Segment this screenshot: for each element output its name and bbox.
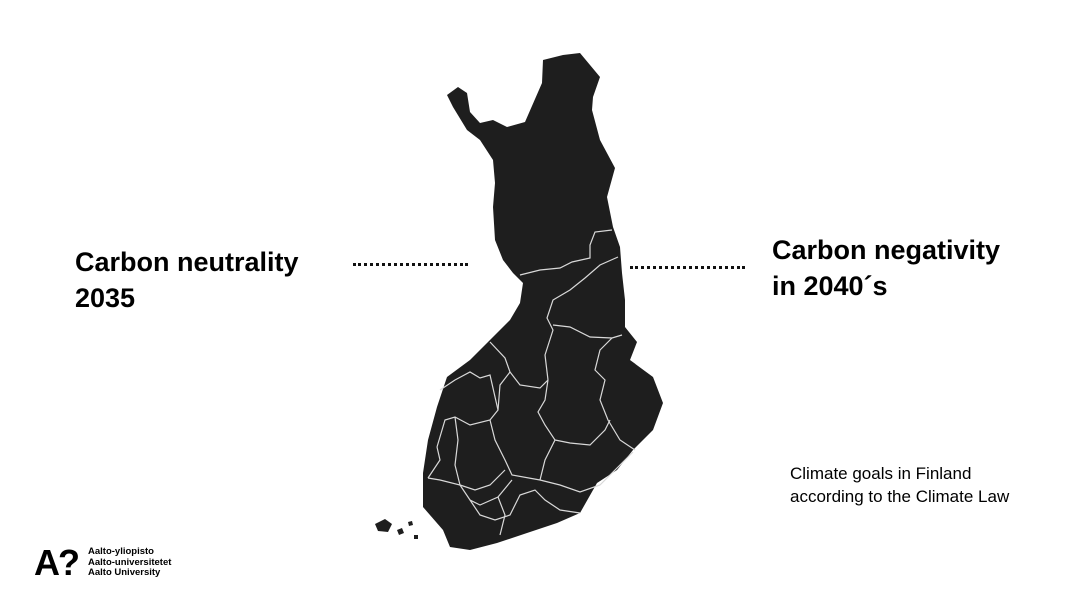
carbon-negativity-goal: Carbon negativity in 2040´s	[772, 235, 1001, 301]
logo-text: Aalto-yliopisto Aalto-universitetet Aalt…	[88, 546, 172, 579]
right-dotted-connector	[630, 266, 745, 269]
region-borders	[427, 229, 636, 536]
left-dotted-connector	[353, 263, 468, 266]
aalto-logo: A? Aalto-yliopisto Aalto-universitetet A…	[34, 545, 171, 581]
caption: Climate goals in Finland according to th…	[790, 464, 1010, 506]
finland-outline	[423, 53, 663, 550]
aland-islands	[375, 519, 418, 539]
carbon-neutrality-goal: Carbon neutrality 2035	[75, 247, 299, 313]
logo-mark: A?	[34, 542, 80, 583]
